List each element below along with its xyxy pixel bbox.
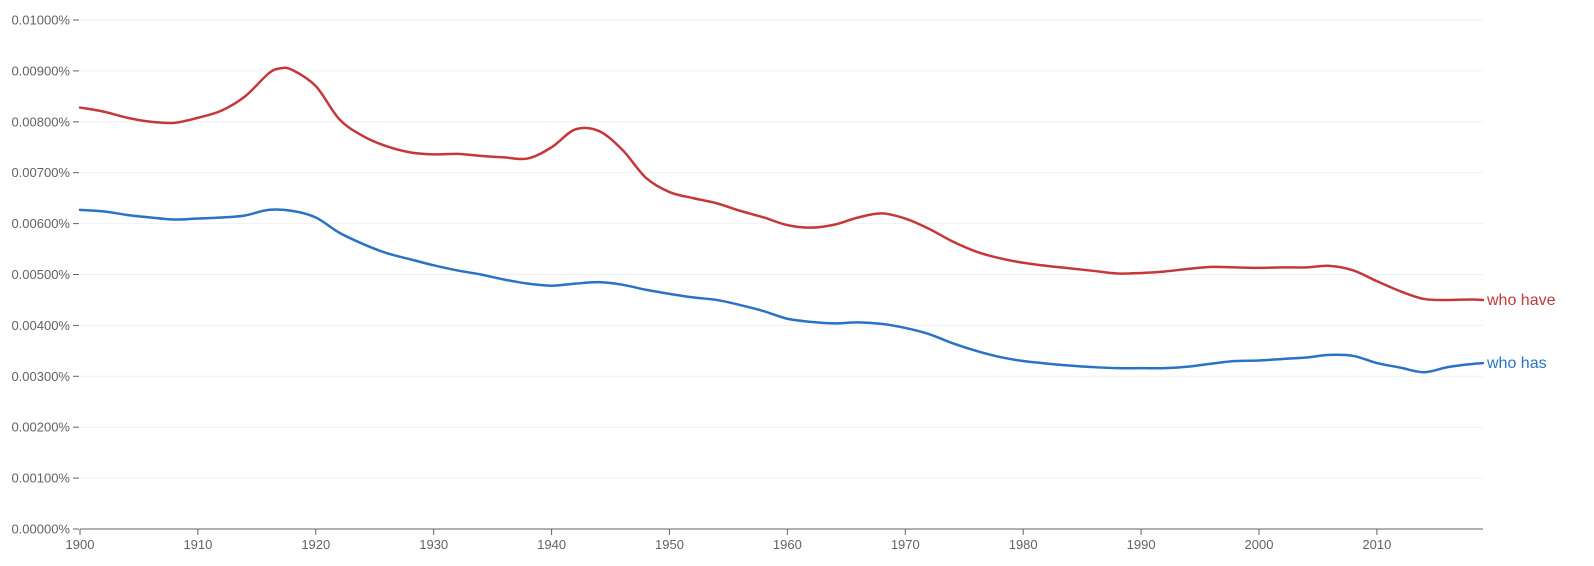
axes: 0.00000% 0.00100% 0.00200% 0.00300% 0.00400%… [11,13,1483,552]
y-tick-label: 0.01000% [11,13,70,28]
x-tick-label: 1980 [1009,537,1038,552]
series-line-who-have[interactable] [78,66,1485,302]
y-tick-label: 0.00800% [11,114,70,129]
x-tick-label: 1900 [66,537,95,552]
series-label-who-have: who have [1486,292,1556,309]
series-line-who-has[interactable] [78,208,1485,374]
y-tick-label: 0.00200% [11,420,70,435]
x-tick-label: 1970 [891,537,920,552]
x-tick-label: 1920 [301,537,330,552]
grid-lines [80,19,1483,479]
y-tick-label: 0.00000% [11,522,70,537]
y-tick-label: 0.00500% [11,267,70,282]
x-tick-label: 2000 [1245,537,1274,552]
x-tick-label: 1940 [537,537,566,552]
x-tick-label: 1930 [419,537,448,552]
series-lines [78,66,1485,374]
y-tick-label: 0.00100% [11,471,70,486]
x-tick-label: 2010 [1362,537,1391,552]
series-label-who-has: who has [1486,355,1547,372]
x-tick-label: 1960 [773,537,802,552]
x-tick-label: 1950 [655,537,684,552]
x-tick-label: 1910 [183,537,212,552]
y-tick-label: 0.00400% [11,318,70,333]
series-labels: who have who has [1486,292,1556,372]
y-tick-label: 0.00300% [11,369,70,384]
x-tick-label: 1990 [1127,537,1156,552]
y-tick-label: 0.00700% [11,165,70,180]
y-tick-label: 0.00600% [11,216,70,231]
y-tick-label: 0.00900% [11,63,70,78]
